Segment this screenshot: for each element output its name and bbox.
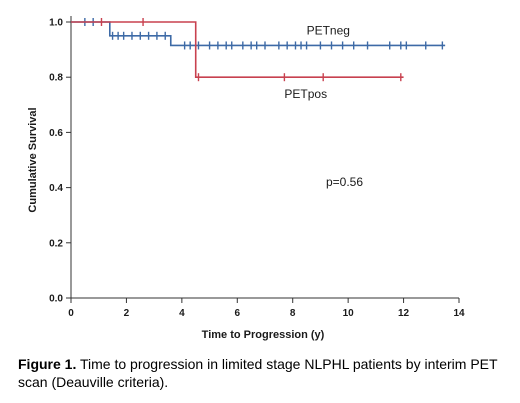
series-line-petpos (71, 21, 404, 78)
x-tick-label: 6 (235, 308, 241, 319)
axes: 0.0 0.2 0.4 0.6 0.8 1.0 0 2 4 6 8 10 12 14 (49, 16, 465, 319)
y-tick-label: 0.6 (49, 128, 63, 139)
y-tick-label: 0.4 (49, 183, 63, 194)
x-tick-label: 2 (124, 308, 130, 319)
x-tick-label: 12 (398, 308, 410, 319)
x-tick-label: 4 (179, 308, 185, 319)
x-tick-label: 10 (343, 308, 355, 319)
series-layer (71, 18, 446, 82)
y-tick-label: 0.2 (49, 238, 63, 249)
figure-caption: Figure 1. Time to progression in limited… (18, 355, 513, 391)
labels-layer: Cumulative Survival Time to Progression … (27, 23, 363, 341)
caption-text: Time to progression in limited stage NLP… (18, 356, 498, 390)
series-label-petpos: PETpos (284, 87, 327, 101)
x-axis-title: Time to Progression (y) (202, 329, 325, 341)
y-tick-label: 0.0 (49, 294, 63, 305)
y-tick-label: 0.8 (49, 73, 63, 84)
x-tick-label: 8 (290, 308, 296, 319)
y-tick-label: 1.0 (49, 18, 63, 29)
x-tick-label: 0 (68, 308, 74, 319)
series-label-petneg: PETneg (307, 23, 350, 37)
y-axis-title: Cumulative Survival (27, 107, 39, 212)
x-tick-label: 14 (453, 308, 465, 319)
km-chart: 0.0 0.2 0.4 0.6 0.8 1.0 0 2 4 6 8 10 12 14 Cumulative… (27, 16, 465, 341)
caption-label: Figure 1. (18, 356, 77, 372)
p-value-annotation: p=0.56 (326, 175, 363, 189)
